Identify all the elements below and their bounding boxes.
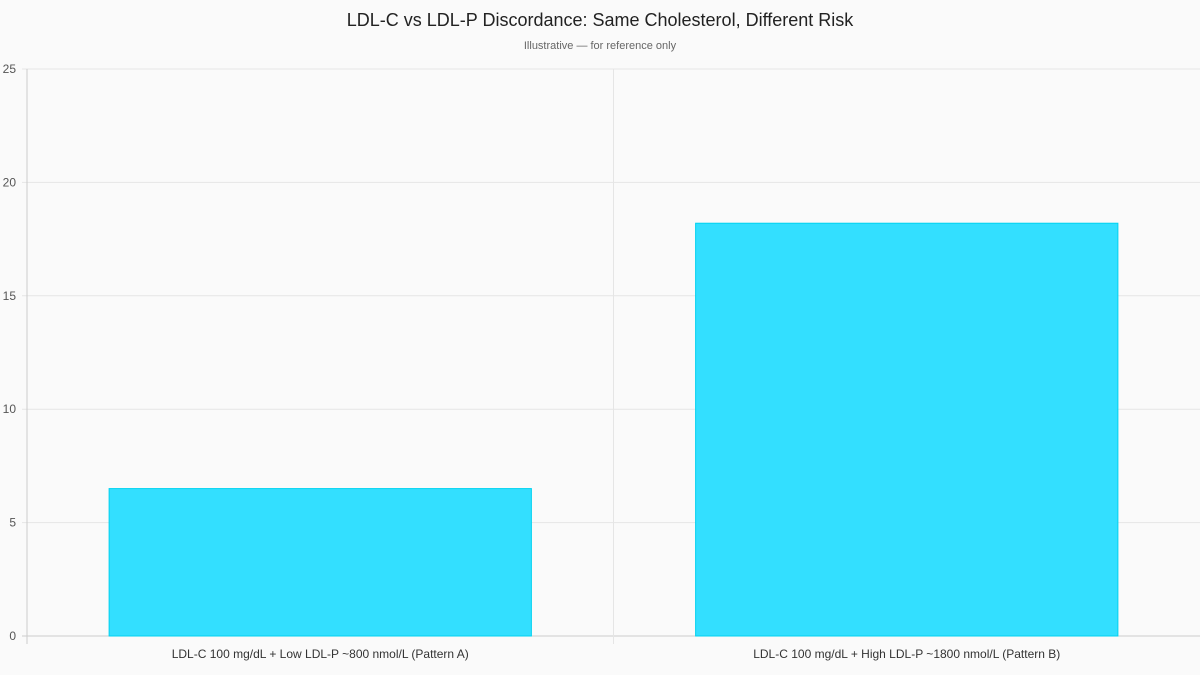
y-tick-label: 5 [9,516,16,530]
y-tick-label: 20 [3,175,17,189]
bar-1 [108,488,532,637]
chart-subtitle: Illustrative — for reference only [523,40,677,52]
y-tick-label: 10 [3,402,17,416]
y-tick-label: 15 [3,289,17,303]
x-category-label: LDL-C 100 mg/dL + High LDL-P ~1800 nmol/… [753,647,1060,661]
bar-2 [695,222,1119,637]
x-category-label: LDL-C 100 mg/dL + Low LDL-P ~800 nmol/L … [172,647,469,661]
chart-title: LDL-C vs LDL-P Discordance: Same Cholest… [346,10,854,30]
y-tick-label: 0 [9,629,16,643]
y-tick-label: 25 [3,62,17,76]
